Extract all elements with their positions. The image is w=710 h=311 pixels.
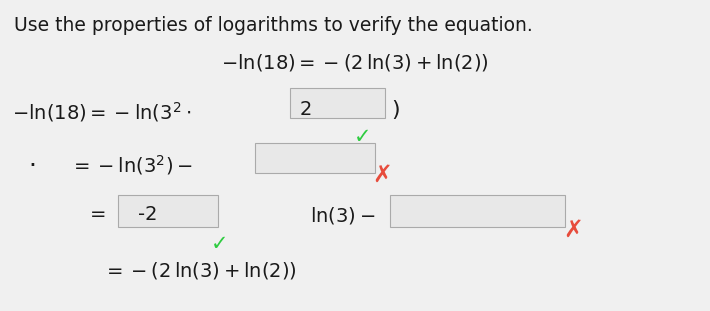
FancyBboxPatch shape	[118, 195, 218, 227]
Text: $-\mathrm{ln}(18) = -\mathrm{ln}(3^2 \cdot$: $-\mathrm{ln}(18) = -\mathrm{ln}(3^2 \cd…	[12, 100, 191, 124]
Text: ✗: ✗	[372, 163, 392, 187]
Text: $= -(2\,\mathrm{ln}(3) + \mathrm{ln}(2))$: $= -(2\,\mathrm{ln}(3) + \mathrm{ln}(2))…	[103, 260, 297, 281]
Text: $= -\mathrm{ln}(3^2) -$: $= -\mathrm{ln}(3^2) -$	[70, 153, 192, 177]
FancyBboxPatch shape	[290, 88, 385, 118]
Text: =: =	[90, 205, 106, 224]
Text: 2: 2	[300, 100, 312, 119]
Text: -2: -2	[138, 205, 158, 224]
Text: ·: ·	[28, 154, 36, 178]
Text: Use the properties of logarithms to verify the equation.: Use the properties of logarithms to veri…	[14, 16, 532, 35]
Text: $-\mathrm{ln}(18) = -(2\,\mathrm{ln}(3) + \mathrm{ln}(2))$: $-\mathrm{ln}(18) = -(2\,\mathrm{ln}(3) …	[221, 52, 489, 73]
Text: ✓: ✓	[212, 234, 229, 254]
Text: $\mathrm{ln}(3) -$: $\mathrm{ln}(3) -$	[310, 205, 376, 226]
FancyBboxPatch shape	[390, 195, 565, 227]
Text: ): )	[391, 100, 400, 120]
FancyBboxPatch shape	[255, 143, 375, 173]
Text: ✗: ✗	[563, 218, 583, 242]
Text: ✓: ✓	[354, 127, 372, 147]
